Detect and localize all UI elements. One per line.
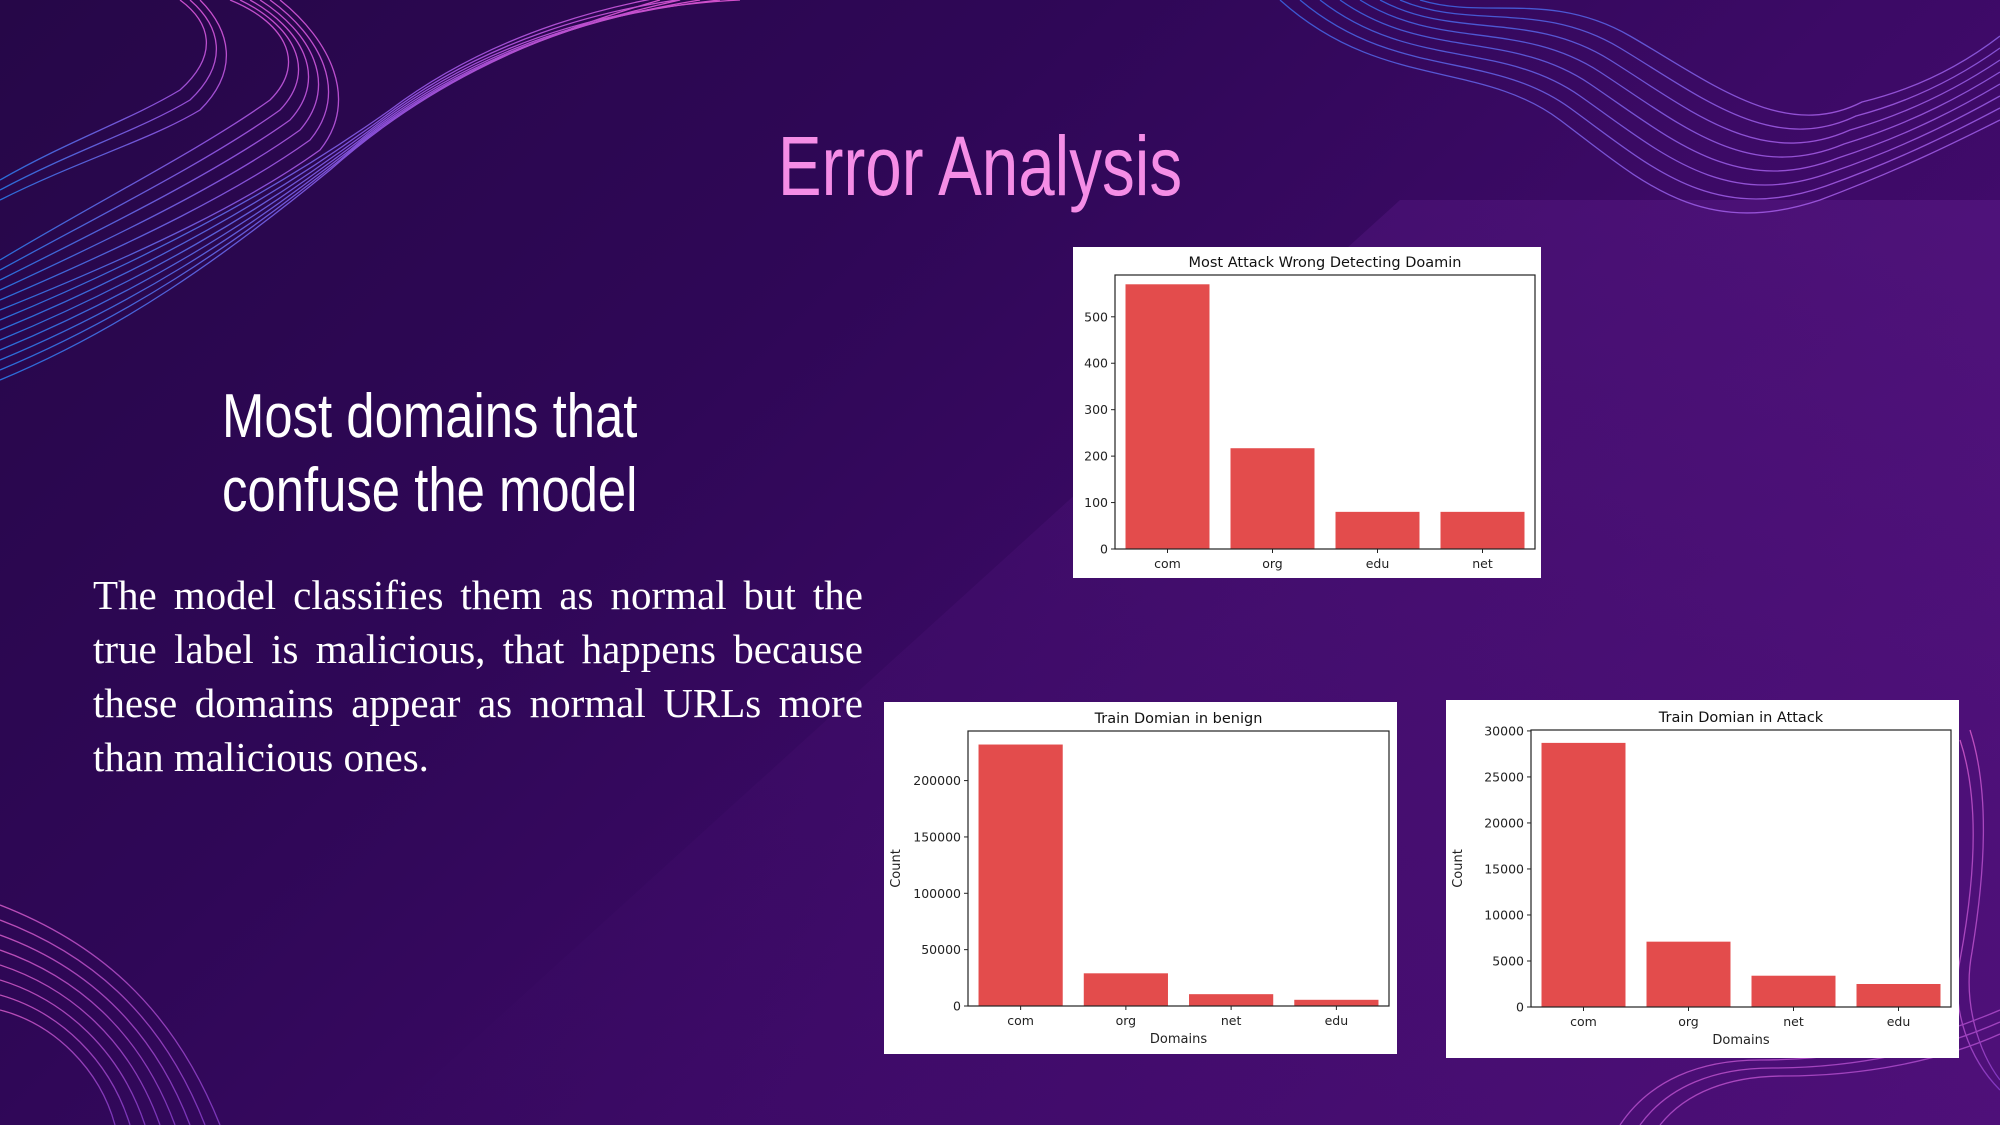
x-tick-label: net [1472, 556, 1493, 571]
bar-edu [1856, 983, 1941, 1007]
y-tick-label: 100 [1084, 495, 1108, 510]
bar-net [1440, 511, 1525, 549]
y-tick-label: 10000 [1484, 907, 1524, 922]
bar-com [1125, 284, 1210, 549]
x-axis-label: Domains [1150, 1032, 1207, 1047]
chart-title: Train Domian in Attack [1658, 710, 1824, 726]
chart-train-attack: Train Domian in Attack com org net edu 0 5000 1… [1446, 700, 1959, 1058]
y-tick-label: 300 [1084, 402, 1108, 417]
y-tick-label: 50000 [921, 942, 961, 957]
y-axis-label: Count [889, 849, 904, 888]
x-tick-label: edu [1887, 1014, 1911, 1029]
y-axis-label: Count [1451, 849, 1466, 888]
chart-svg: Train Domian in Attack com org net edu 0 5000 1… [1451, 710, 1952, 1048]
bar-edu [1335, 511, 1420, 549]
bar-org [1083, 973, 1168, 1006]
x-tick-label: edu [1366, 556, 1390, 571]
bar-org [1646, 941, 1731, 1007]
chart-title: Train Domian in benign [1094, 711, 1263, 727]
y-tick-label: 0 [1516, 1000, 1524, 1015]
x-tick-label: net [1783, 1014, 1804, 1029]
body-paragraph: The model classifies them as normal but … [93, 572, 863, 780]
y-tick-label: 15000 [1484, 861, 1524, 876]
y-tick-label: 200 [1084, 449, 1108, 464]
bar-com [1541, 742, 1626, 1007]
y-tick-label: 200000 [913, 773, 961, 788]
subtitle-line-2: confuse the model [222, 456, 638, 525]
y-tick-label: 150000 [913, 829, 961, 844]
x-tick-label: com [1570, 1014, 1597, 1029]
slide-title: Error Analysis [777, 119, 1183, 213]
chart-wrong-detecting-domain: Most Attack Wrong Detecting Doamin com org… [1073, 247, 1541, 578]
bar-edu [1294, 999, 1379, 1006]
chart-svg: Train Domian in benign com org net edu 0 50000… [889, 711, 1390, 1047]
chart-svg: Most Attack Wrong Detecting Doamin com org… [1084, 255, 1536, 571]
x-tick-label: org [1678, 1014, 1699, 1029]
x-tick-label: com [1007, 1013, 1034, 1028]
bar-net [1751, 975, 1836, 1007]
y-tick-label: 500 [1084, 309, 1108, 324]
x-tick-label: edu [1325, 1013, 1349, 1028]
bar-net [1189, 994, 1274, 1006]
bar-com [978, 744, 1063, 1006]
plot-frame [967, 730, 1390, 1007]
y-tick-label: 400 [1084, 356, 1108, 371]
y-tick-label: 20000 [1484, 815, 1524, 830]
y-tick-label: 0 [1100, 542, 1108, 557]
y-tick-label: 0 [953, 999, 961, 1014]
plot-frame [1114, 274, 1536, 550]
y-tick-label: 5000 [1492, 953, 1524, 968]
chart-train-benign: Train Domian in benign com org net edu 0 50000… [884, 702, 1397, 1054]
x-axis-label: Domains [1712, 1033, 1769, 1048]
x-tick-label: net [1221, 1013, 1242, 1028]
subtitle-line-1: Most domains that [222, 382, 638, 451]
x-tick-label: org [1116, 1013, 1137, 1028]
y-tick-label: 30000 [1484, 723, 1524, 738]
chart-title: Most Attack Wrong Detecting Doamin [1189, 255, 1462, 271]
plot-frame [1530, 729, 1952, 1008]
x-tick-label: com [1154, 556, 1181, 571]
bar-org [1230, 448, 1315, 549]
y-tick-label: 100000 [913, 886, 961, 901]
slide-subtitle: Most domains that confuse the model [222, 380, 681, 528]
x-tick-label: org [1262, 556, 1283, 571]
y-tick-label: 25000 [1484, 769, 1524, 784]
